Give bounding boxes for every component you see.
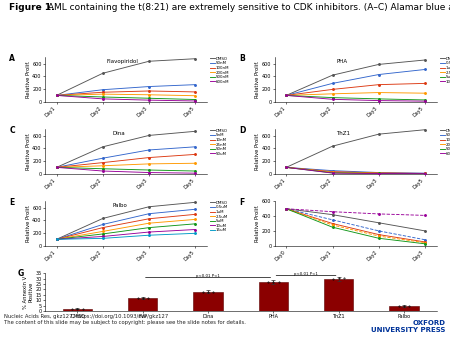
Legend: DMSO, 0.5uM, 1uM, 2.5uM, 5uM, 10uM, 15uM: DMSO, 0.5uM, 1uM, 2.5uM, 5uM, 10uM, 15uM [211,201,228,232]
Text: p<0.01 P<1: p<0.01 P<1 [294,272,318,276]
Text: F: F [239,198,244,207]
Legend: DMSO, 5nM, 10nM, 25nM, 50nM, 50uM: DMSO, 5nM, 10nM, 25nM, 50nM, 50uM [211,129,228,156]
Text: PHA: PHA [336,59,347,64]
Y-axis label: Relative Prolif.: Relative Prolif. [26,205,31,242]
Y-axis label: Relative Prolif.: Relative Prolif. [256,61,261,98]
Legend: DMSO, 50nM, 100nM, 200nM, 500nM, 600nM: DMSO, 50nM, 100nM, 200nM, 500nM, 600nM [440,129,450,156]
Bar [194,292,223,311]
Text: p<0.01 P<1: p<0.01 P<1 [196,274,220,278]
Text: Flavopiridol: Flavopiridol [107,59,138,64]
Bar [63,309,92,311]
Y-axis label: Relative Prolif.: Relative Prolif. [256,205,261,242]
Bar [128,298,158,311]
Text: Figure 1.: Figure 1. [9,3,54,13]
Bar [259,282,288,311]
Y-axis label: Relative Prolif.: Relative Prolif. [256,133,261,170]
Text: Nucleic Acids Res, gkz127, https://doi.org/10.1093/nar/gkz127
The content of thi: Nucleic Acids Res, gkz127, https://doi.o… [4,314,247,325]
Text: ThZ1: ThZ1 [336,131,350,136]
Y-axis label: Relative Prolif.: Relative Prolif. [26,133,31,170]
Text: Dina: Dina [113,131,126,136]
Text: Palbo: Palbo [113,203,128,208]
Text: E: E [9,198,15,207]
Legend: DMSO, 0.5uM, 1uM, 2.5uM, 5uM, 10uM: DMSO, 0.5uM, 1uM, 2.5uM, 5uM, 10uM [440,57,450,84]
Y-axis label: Relative Prolif.: Relative Prolif. [26,61,31,98]
Text: G: G [18,269,24,278]
Text: OXFORD
UNIVERSITY PRESS: OXFORD UNIVERSITY PRESS [371,320,446,333]
Bar [389,306,418,311]
Text: D: D [239,126,246,135]
Text: B: B [239,54,245,63]
Text: AML containing the t(8:21) are extremely sensitive to CDK inhibitors. (A–C) Alam: AML containing the t(8:21) are extremely… [45,3,450,13]
Legend: DMSO, 50nM, 100nM, 200nM, 500nM, 600nM: DMSO, 50nM, 100nM, 200nM, 500nM, 600nM [211,57,230,84]
Y-axis label: % Annexin V
Positive: % Annexin V Positive [23,275,34,309]
Text: A: A [9,54,15,63]
Text: C: C [9,126,15,135]
Bar [324,279,353,311]
